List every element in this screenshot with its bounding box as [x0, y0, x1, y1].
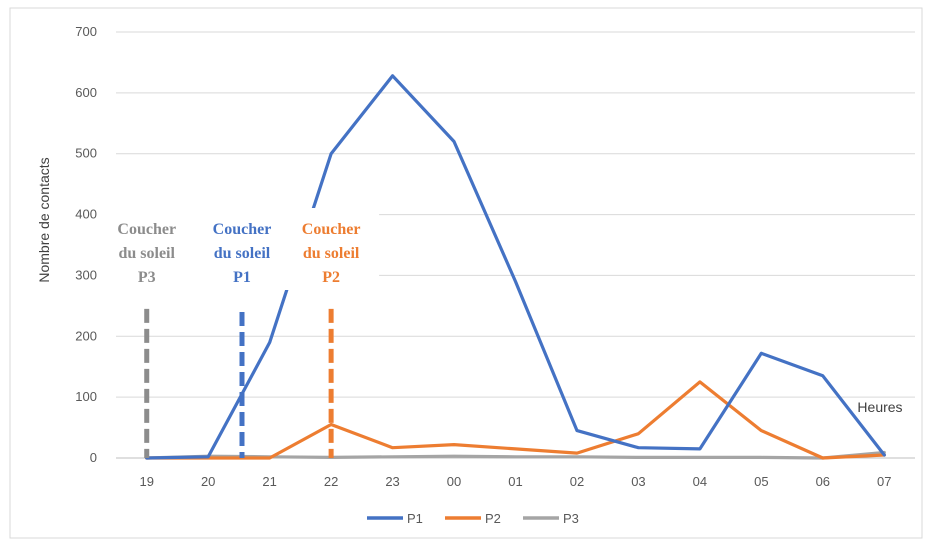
annotation-label: P2	[322, 269, 340, 286]
annotation-label: P3	[138, 269, 156, 286]
x-axis-title: Heures	[857, 399, 902, 415]
x-tick-label: 05	[754, 474, 768, 489]
y-tick-label: 400	[75, 207, 97, 222]
annotation-label: Coucher	[117, 221, 176, 238]
x-tick-label: 21	[262, 474, 276, 489]
annotation-label: P1	[233, 269, 251, 286]
x-tick-label: 04	[693, 474, 707, 489]
annotation-label: Coucher	[302, 221, 361, 238]
y-tick-label: 600	[75, 85, 97, 100]
annotation-label: du soleil	[118, 245, 175, 262]
x-tick-label: 02	[570, 474, 584, 489]
y-tick-label: 300	[75, 267, 97, 282]
series-lines	[145, 74, 886, 460]
y-axis-ticks: 0 100 200 300 400 500 600 700	[75, 24, 97, 465]
series-line-p1	[145, 74, 886, 460]
annotation-label-bg	[98, 208, 195, 290]
legend-label-p3: P3	[563, 511, 579, 526]
y-tick-label: 700	[75, 24, 97, 39]
y-axis-title: Nombre de contacts	[36, 157, 52, 282]
x-tick-label: 23	[385, 474, 399, 489]
y-tick-label: 500	[75, 146, 97, 161]
legend-label-p2: P2	[485, 511, 501, 526]
x-tick-label: 07	[877, 474, 891, 489]
x-tick-label: 20	[201, 474, 215, 489]
y-tick-label: 200	[75, 328, 97, 343]
x-tick-label: 22	[324, 474, 338, 489]
annotation-label-bg	[193, 208, 290, 290]
legend: P1 P2 P3	[367, 511, 579, 526]
x-tick-label: 01	[508, 474, 522, 489]
legend-label-p1: P1	[407, 511, 423, 526]
y-tick-label: 0	[90, 450, 97, 465]
annotation-label: Coucher	[213, 221, 272, 238]
x-tick-label: 06	[816, 474, 830, 489]
annotation-label-bg	[283, 208, 380, 290]
sunset-annotations: Coucher du soleil P3 Coucher du soleil P1 Couc…	[98, 208, 380, 458]
x-tick-label: 00	[447, 474, 461, 489]
x-tick-label: 03	[631, 474, 645, 489]
series-line-p2	[145, 380, 886, 460]
annotation-label: du soleil	[214, 245, 271, 262]
y-tick-label: 100	[75, 389, 97, 404]
x-tick-label: 19	[139, 474, 153, 489]
annotation-label: du soleil	[303, 245, 360, 262]
x-axis-ticks: 19 20 21 22 23 00 01 02 03 04 05 06 07	[139, 474, 891, 489]
